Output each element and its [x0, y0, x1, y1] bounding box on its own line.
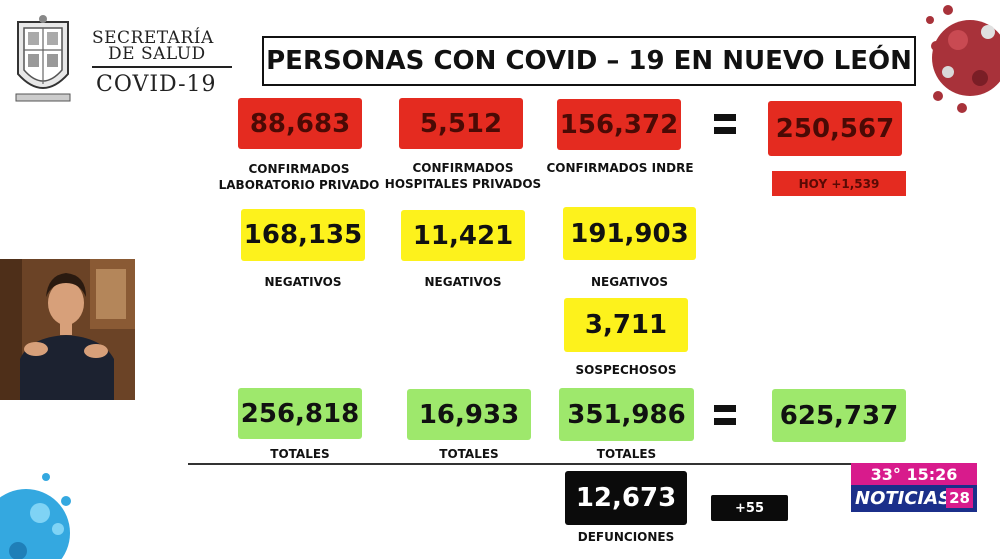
- logo-de-salud: DE SALUD: [108, 44, 206, 64]
- confirmed-indre-label: CONFIRMADOS INDRE: [546, 161, 694, 175]
- negatives-private-hospitals-label: NEGATIVOS: [424, 275, 502, 289]
- negatives-indre-label: NEGATIVOS: [590, 275, 668, 289]
- confirmed-indre-value: 156,372: [557, 99, 681, 150]
- tv-channel-bug: 33° 15:26 NOTICIAS 28: [851, 463, 977, 512]
- virus-icon: [926, 5, 1000, 113]
- label-line: CONFIRMADOS: [412, 161, 514, 175]
- equals-sign-icon: [714, 405, 736, 425]
- confirmed-private-lab-label: CONFIRMADOS LABORATORIO PRIVADO: [216, 161, 382, 193]
- label-line: CONFIRMADOS: [248, 162, 350, 176]
- negatives-private-lab-value: 168,135: [241, 209, 365, 261]
- totals-indre-value: 351,986: [559, 388, 694, 441]
- confirmed-private-hospitals-value: 5,512: [399, 98, 523, 149]
- totals-private-hospitals-value: 16,933: [407, 389, 531, 440]
- negatives-indre-value: 191,903: [563, 207, 696, 260]
- logo-covid: COVID-19: [96, 72, 217, 97]
- label-line: HOSPITALES PRIVADOS: [384, 177, 542, 191]
- suspects-value: 3,711: [564, 298, 688, 352]
- totals-private-lab-value: 256,818: [238, 388, 362, 439]
- state-seal-icon: [15, 15, 71, 102]
- deaths-label: DEFUNCIONES: [577, 530, 675, 544]
- negatives-private-hospitals-value: 11,421: [401, 210, 525, 261]
- label-line: LABORATORIO PRIVADO: [218, 178, 380, 192]
- suspects-label: SOSPECHOSOS: [575, 363, 677, 377]
- channel-logo: NOTICIAS 28: [851, 485, 977, 512]
- interpreter-image: [0, 259, 135, 400]
- divider-line: [188, 463, 916, 465]
- totals-private-hospitals-label: TOTALES: [439, 447, 499, 461]
- virus-icon: [0, 473, 71, 559]
- sign-language-interpreter-video: [0, 259, 135, 400]
- confirmed-total-value: 250,567: [768, 101, 902, 156]
- negatives-private-lab-label: NEGATIVOS: [264, 275, 342, 289]
- confirmed-private-hospitals-label: CONFIRMADOS HOSPITALES PRIVADOS: [383, 160, 543, 192]
- today-new-cases-badge: HOY +1,539: [772, 171, 906, 196]
- page-title: PERSONAS CON COVID – 19 EN NUEVO LEÓN: [266, 46, 912, 76]
- channel-number: 28: [946, 488, 973, 508]
- deaths-value: 12,673: [565, 471, 687, 525]
- totals-indre-label: TOTALES: [596, 447, 657, 461]
- logo-divider: [92, 66, 232, 68]
- equals-sign-icon: [714, 114, 736, 134]
- weather-time-readout: 33° 15:26: [851, 463, 977, 485]
- totals-private-lab-label: TOTALES: [270, 447, 330, 461]
- deaths-today-badge: +55: [711, 495, 788, 521]
- page-title-box: PERSONAS CON COVID – 19 EN NUEVO LEÓN: [262, 36, 916, 86]
- confirmed-private-lab-value: 88,683: [238, 98, 362, 149]
- logo-secretaria: SECRETARÍA: [92, 28, 214, 48]
- channel-name: NOTICIAS: [855, 488, 952, 509]
- grand-total-value: 625,737: [772, 389, 906, 442]
